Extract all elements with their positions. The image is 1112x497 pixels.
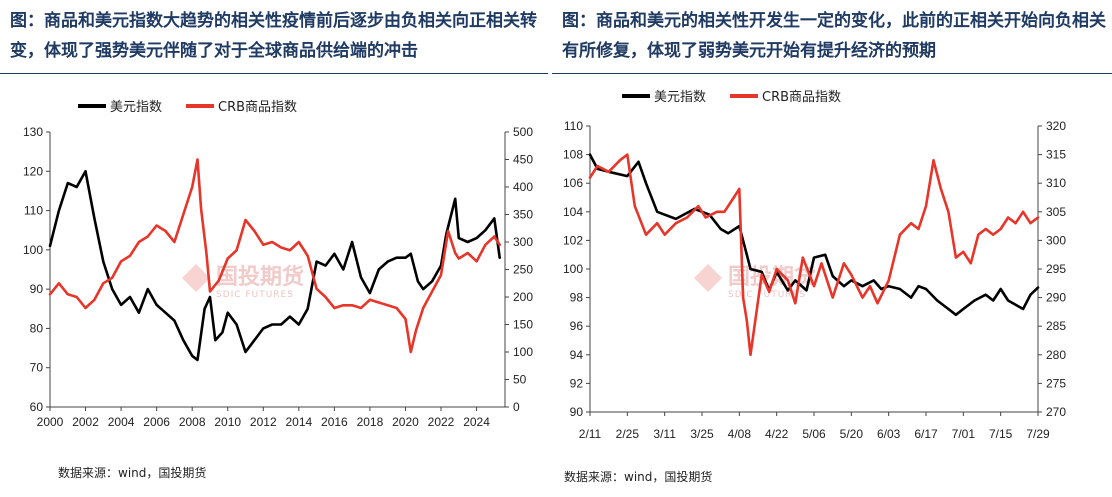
x-tick-label: 2000	[37, 415, 64, 429]
x-tick-label: 2014	[285, 415, 312, 429]
x-tick-label: 5/06	[802, 427, 826, 441]
y-left-tick-label: 90	[570, 405, 584, 419]
y-right-tick-label: 100	[513, 345, 533, 359]
x-tick-label: 7/15	[989, 427, 1013, 441]
x-tick-label: 7/29	[1026, 427, 1050, 441]
y-right-tick-label: 270	[1046, 405, 1066, 419]
source-note: 数据来源：wind，国投期货	[58, 466, 207, 480]
chart-panel-usd-crb-long: 图：商品和美元指数大趋势的相关性疫情前后逐步由负相关向正相关转变，体现了强势美元…	[0, 0, 548, 497]
y-right-tick-label: 300	[513, 235, 533, 249]
legend-label: 美元指数	[654, 90, 706, 105]
y-left-tick-label: 102	[563, 233, 583, 247]
y-right-tick-label: 295	[1046, 262, 1066, 276]
x-tick-label: 2024	[463, 415, 490, 429]
x-tick-label: 2/11	[579, 427, 602, 441]
legend-label: 美元指数	[110, 100, 162, 115]
y-left-tick-label: 108	[563, 148, 583, 162]
x-tick-label: 4/22	[765, 427, 789, 441]
series-line-crb-index	[48, 158, 502, 354]
y-left-tick-label: 60	[30, 400, 44, 414]
x-tick-label: 2002	[72, 415, 99, 429]
legend-label: CRB商品指数	[762, 90, 841, 105]
y-right-tick-label: 300	[1046, 233, 1066, 247]
y-left-tick-label: 106	[563, 176, 583, 190]
x-tick-label: 3/11	[653, 427, 676, 441]
y-right-tick-label: 285	[1046, 319, 1066, 333]
legend-label: CRB商品指数	[218, 100, 297, 115]
x-tick-label: 2010	[214, 415, 241, 429]
x-tick-label: 5/20	[840, 427, 864, 441]
y-left-tick-label: 90	[30, 282, 44, 296]
y-left-tick-label: 100	[563, 262, 583, 276]
y-right-tick-label: 290	[1046, 291, 1066, 305]
y-left-tick-label: 110	[24, 204, 43, 218]
x-tick-label: 2022	[428, 415, 455, 429]
x-tick-label: 2/25	[616, 427, 640, 441]
series-line-usd-index	[48, 170, 502, 362]
y-right-tick-label: 320	[1046, 119, 1066, 133]
y-right-tick-label: 200	[513, 290, 533, 304]
y-right-tick-label: 400	[513, 180, 533, 194]
y-right-tick-label: 310	[1046, 176, 1066, 190]
y-left-tick-label: 100	[23, 243, 43, 257]
x-tick-label: 7/01	[952, 427, 976, 441]
y-right-tick-label: 450	[513, 153, 533, 167]
y-right-tick-label: 150	[513, 318, 533, 332]
x-tick-label: 4/08	[728, 427, 752, 441]
watermark-logo-icon	[694, 264, 722, 292]
x-tick-label: 2012	[250, 415, 277, 429]
x-tick-label: 6/17	[914, 427, 938, 441]
source-note: 数据来源：wind，国投期货	[564, 470, 713, 484]
y-right-tick-label: 315	[1046, 148, 1066, 162]
watermark-logo-icon	[182, 264, 210, 292]
y-left-tick-label: 96	[570, 319, 584, 333]
x-tick-label: 2020	[392, 415, 419, 429]
chart-panel-usd-crb-recent: 图：商品和美元的相关性开发生一定的变化，此前的正相关开始向负相关有所修复，体现了…	[552, 0, 1112, 497]
y-right-tick-label: 350	[513, 208, 533, 222]
x-tick-label: 2008	[179, 415, 206, 429]
y-right-tick-label: 0	[513, 400, 520, 414]
x-tick-label: 3/25	[690, 427, 714, 441]
y-left-tick-label: 94	[570, 348, 584, 362]
chart-heading: 图：商品和美元指数大趋势的相关性疫情前后逐步由负相关向正相关转变，体现了强势美元…	[10, 11, 537, 61]
y-left-tick-label: 92	[570, 376, 584, 390]
y-left-tick-label: 110	[564, 119, 583, 133]
chart-heading: 图：商品和美元的相关性开发生一定的变化，此前的正相关开始向负相关有所修复，体现了…	[562, 11, 1106, 61]
heading-rule	[0, 73, 548, 74]
y-right-tick-label: 50	[513, 373, 527, 387]
x-tick-label: 2016	[321, 415, 348, 429]
x-tick-label: 2018	[357, 415, 384, 429]
watermark-subtext: SDIC FUTURES	[216, 290, 294, 300]
y-right-tick-label: 275	[1046, 376, 1066, 390]
watermark-text: 国投期货	[216, 264, 304, 290]
heading-rule	[552, 73, 1112, 74]
y-left-tick-label: 98	[570, 291, 584, 305]
x-tick-label: 6/03	[877, 427, 901, 441]
y-right-tick-label: 280	[1046, 348, 1066, 362]
y-left-tick-label: 104	[563, 205, 583, 219]
series-line-usd-index	[588, 153, 1040, 317]
y-right-tick-label: 250	[513, 263, 533, 277]
watermark-subtext: SDIC FUTURES	[728, 290, 806, 300]
y-right-tick-label: 305	[1046, 205, 1066, 219]
series-line-crb-index	[588, 153, 1040, 357]
y-left-tick-label: 80	[30, 321, 44, 335]
y-right-tick-label: 500	[513, 125, 533, 139]
y-left-tick-label: 70	[30, 361, 44, 375]
x-tick-label: 2004	[108, 415, 135, 429]
y-left-tick-label: 120	[23, 164, 43, 178]
x-tick-label: 2006	[143, 415, 170, 429]
y-left-tick-label: 130	[23, 125, 43, 139]
